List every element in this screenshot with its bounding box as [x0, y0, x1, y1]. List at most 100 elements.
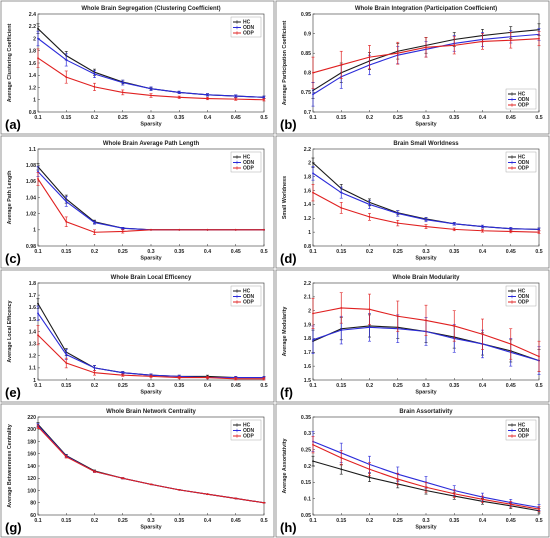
data-point — [538, 231, 540, 234]
x-tick-label: 0.1 — [309, 115, 316, 121]
y-tick-label: 1.5 — [29, 317, 36, 323]
data-point — [65, 59, 68, 61]
y-tick-label: 1.04 — [26, 195, 36, 201]
y-tick-label: 1.2 — [29, 354, 36, 360]
data-point — [93, 85, 96, 88]
data-point — [396, 212, 399, 215]
series-odp — [311, 436, 541, 513]
x-tick-label: 0.25 — [393, 518, 403, 524]
data-point — [234, 497, 237, 500]
data-point — [121, 227, 124, 230]
data-point — [93, 470, 96, 473]
legend-entry: ODP — [518, 300, 530, 306]
series-odp — [311, 31, 541, 89]
panel-f: Whole Brain Modularity 0.1 0.15 0.2 0.25 0.3 0… — [275, 269, 550, 403]
x-tick-label: 0.4 — [204, 249, 211, 255]
chart-title: Whole Brain Integration (Participation C… — [355, 6, 497, 12]
data-point — [37, 334, 39, 337]
x-tick-label: 0.4 — [204, 518, 211, 524]
x-tick-label: 0.45 — [506, 518, 516, 524]
y-axis-label: Average Path Length — [7, 171, 13, 225]
data-point — [65, 76, 68, 78]
data-point — [368, 468, 371, 471]
series-odn — [36, 30, 266, 99]
y-axis-label: Average Participation Coefficient — [282, 21, 288, 106]
y-tick-label: 1.2 — [304, 216, 311, 222]
data-point — [93, 231, 96, 234]
y-tick-label: 1.4 — [29, 329, 36, 335]
y-tick-label: 2.2 — [304, 147, 311, 153]
y-tick-label: 1.6 — [304, 364, 311, 370]
panel-label: (f) — [280, 385, 293, 400]
data-point — [312, 460, 314, 462]
x-tick-label: 0.45 — [231, 383, 241, 389]
x-tick-label: 0.5 — [535, 115, 542, 121]
x-tick-label: 0.1 — [34, 383, 41, 389]
y-tick-label: 140 — [27, 464, 36, 470]
legend-entry: HC — [243, 289, 251, 295]
data-point — [121, 374, 124, 377]
x-tick-label: 0.35 — [174, 518, 184, 524]
data-point — [234, 377, 237, 380]
data-point — [234, 228, 237, 231]
x-tick-label: 0.15 — [336, 115, 346, 121]
data-point — [37, 312, 39, 315]
y-tick-label: 1.7 — [29, 293, 36, 299]
data-point — [263, 228, 265, 231]
x-tick-label: 0.35 — [174, 249, 184, 255]
y-tick-label: 0.3 — [304, 431, 311, 437]
y-tick-label: 1.1 — [29, 366, 36, 372]
series-odp — [311, 292, 541, 372]
x-tick-label: 0.5 — [535, 518, 542, 524]
x-axis-label: Sparsity — [415, 256, 436, 262]
x-tick-label: 0.5 — [260, 249, 267, 255]
data-point — [206, 376, 209, 379]
y-tick-label: 0.25 — [301, 447, 311, 453]
y-tick-label: 220 — [27, 415, 36, 421]
y-tick-label: 0.8 — [304, 71, 311, 77]
data-point — [93, 73, 96, 75]
y-tick-label: 1.7 — [304, 350, 311, 356]
data-point — [396, 315, 399, 318]
x-tick-label: 0.3 — [147, 383, 154, 389]
y-tick-label: 0.95 — [301, 12, 311, 18]
x-tick-label: 0.25 — [118, 115, 128, 121]
x-tick-label: 0.15 — [336, 383, 346, 389]
x-tick-label: 0.4 — [204, 115, 211, 121]
series-odn — [311, 166, 541, 232]
y-tick-label: 0.05 — [301, 513, 311, 519]
data-point — [37, 27, 39, 30]
y-tick-label: 0.35 — [301, 415, 311, 421]
chart-title: Brain Assortativity — [399, 409, 453, 415]
data-point — [340, 191, 343, 194]
x-tick-label: 0.4 — [204, 383, 211, 389]
data-point — [340, 206, 343, 209]
panel-a: Whole Brain Segregation (Clustering Coef… — [0, 0, 275, 135]
data-point — [538, 37, 540, 40]
data-point — [453, 492, 456, 495]
y-tick-label: 1.2 — [29, 85, 36, 91]
data-point — [206, 228, 209, 231]
data-point — [509, 343, 512, 345]
data-point — [37, 57, 39, 59]
data-point — [150, 483, 152, 486]
data-point — [340, 468, 343, 471]
data-point — [312, 93, 314, 96]
legend-entry: HC — [518, 289, 526, 295]
y-tick-label: 120 — [27, 476, 36, 482]
y-tick-label: 1.9 — [304, 322, 311, 328]
data-point — [453, 228, 456, 231]
x-tick-label: 0.15 — [61, 518, 71, 524]
x-tick-label: 0.5 — [535, 383, 542, 389]
panel-e: Whole Brain Local Efficency 0.1 0.15 0.2 0.2… — [0, 269, 275, 403]
panel-h: Brain Assortativity 0.1 0.15 0.2 0.25 0.3 0.35… — [275, 403, 550, 538]
data-point — [368, 216, 371, 218]
x-tick-label: 0.15 — [61, 383, 71, 389]
x-tick-label: 0.45 — [231, 115, 241, 121]
y-tick-label: 2.1 — [304, 295, 311, 301]
chart-title: Whole Brain Network Centrality — [106, 409, 196, 415]
legend-entry: HC — [243, 423, 251, 429]
data-point — [121, 230, 124, 233]
